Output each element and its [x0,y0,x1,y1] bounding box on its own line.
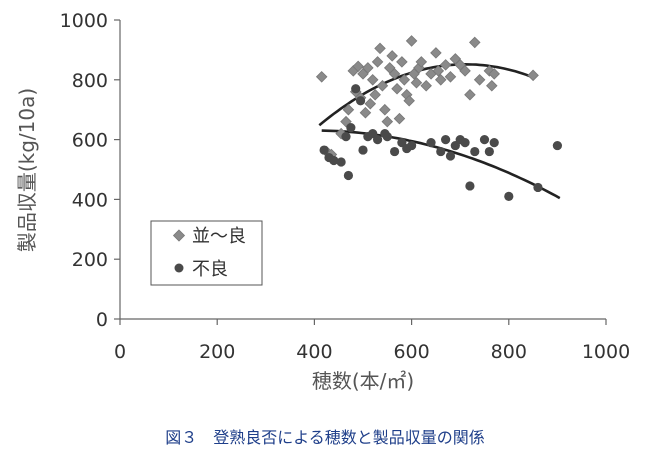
y-tick-label: 0 [96,309,108,331]
data-point-circle [407,140,417,151]
data-point-diamond [444,71,457,83]
data-point-circle [470,146,480,157]
data-point-circle [504,191,514,202]
y-tick-label: 800 [72,70,108,92]
data-point-diamond [376,80,389,92]
data-point-diamond [393,112,406,125]
y-tick-label: 200 [72,249,108,271]
data-point-diamond [364,97,377,110]
data-point-circle [382,132,392,142]
legend-marker-diamond [172,229,186,242]
data-point-diamond [439,59,452,71]
y-tick-label: 1000 [60,10,108,32]
data-point-circle [341,132,351,142]
legend: 並〜良 不良 [150,220,263,286]
data-point-diamond [410,77,423,89]
data-point-diamond [420,80,432,92]
data-point-diamond [362,62,374,74]
data-point-circle [355,96,366,106]
data-point-diamond [430,47,442,59]
x-tick-label: 400 [296,341,332,363]
x-tick-label: 200 [199,341,235,363]
data-point-diamond [315,71,328,83]
data-point-diamond [527,69,539,82]
data-point-circle [436,146,446,157]
legend-label-series-1: 並〜良 [192,226,246,247]
data-point-diamond [464,88,476,101]
data-point-diamond [486,80,498,92]
x-tick-label: 0 [114,341,126,363]
data-point-diamond [379,103,391,116]
legend-marker-circle [174,263,184,273]
data-point-diamond [459,65,471,77]
data-point-circle [329,155,339,166]
data-point-circle [351,84,361,94]
data-point-circle [372,135,383,145]
data-point-circle [460,137,470,148]
data-point-diamond [488,68,500,80]
trend-line-series-1 [318,62,534,127]
data-point-circle [358,145,368,155]
data-point-diamond [371,56,384,68]
data-point-circle [479,135,490,145]
data-point-diamond [469,36,481,49]
data-point-circle [336,157,346,167]
data-point-circle [552,140,563,151]
data-point-diamond [369,88,381,101]
data-point-diamond [386,50,398,62]
data-point-diamond [335,127,347,140]
data-point-diamond [405,35,418,47]
data-point-diamond [432,65,445,77]
data-point-diamond [473,74,486,86]
data-point-diamond [403,94,415,107]
data-point-circle [389,146,400,157]
figure-caption: 図３ 登熟良否による穂数と製品収量の関係 [165,428,485,447]
x-axis-title: 穂数(本/㎡) [312,369,414,393]
data-point-circle [465,181,475,191]
data-point-diamond [391,83,403,95]
y-tick-label: 600 [72,130,108,152]
y-tick-label: 400 [72,189,108,211]
legend-box [150,220,263,286]
x-tick-label: 1000 [582,341,630,363]
data-point-diamond [434,74,447,86]
data-point-diamond [415,56,428,68]
y-axis-title: 製品収量(kg/10a) [15,88,39,252]
legend-label-series-2: 不良 [192,259,228,280]
data-point-circle [441,135,451,145]
data-point-diamond [366,74,379,86]
data-point-circle [489,137,499,148]
data-point-diamond [396,56,408,68]
data-point-diamond [352,60,364,73]
data-point-diamond [388,68,401,80]
data-point-circle [484,146,494,157]
data-point-diamond [374,42,386,55]
data-point-diamond [342,103,355,116]
data-point-circle [426,137,436,148]
data-point-diamond [398,74,411,86]
data-point-circle [319,145,329,155]
data-point-circle [445,151,456,161]
x-tick-label: 800 [491,341,527,363]
scatter-chart: 0 200 400 600 800 1000 0 200 400 600 800 1000 穂数(本/… [15,10,630,393]
data-point-diamond [359,106,372,119]
data-point-diamond [381,115,394,128]
x-tick-label: 600 [393,341,429,363]
data-point-circle [343,170,354,181]
data-point-circle [533,182,543,193]
data-point-circle [346,123,356,133]
trend-line-series-2 [321,129,561,200]
